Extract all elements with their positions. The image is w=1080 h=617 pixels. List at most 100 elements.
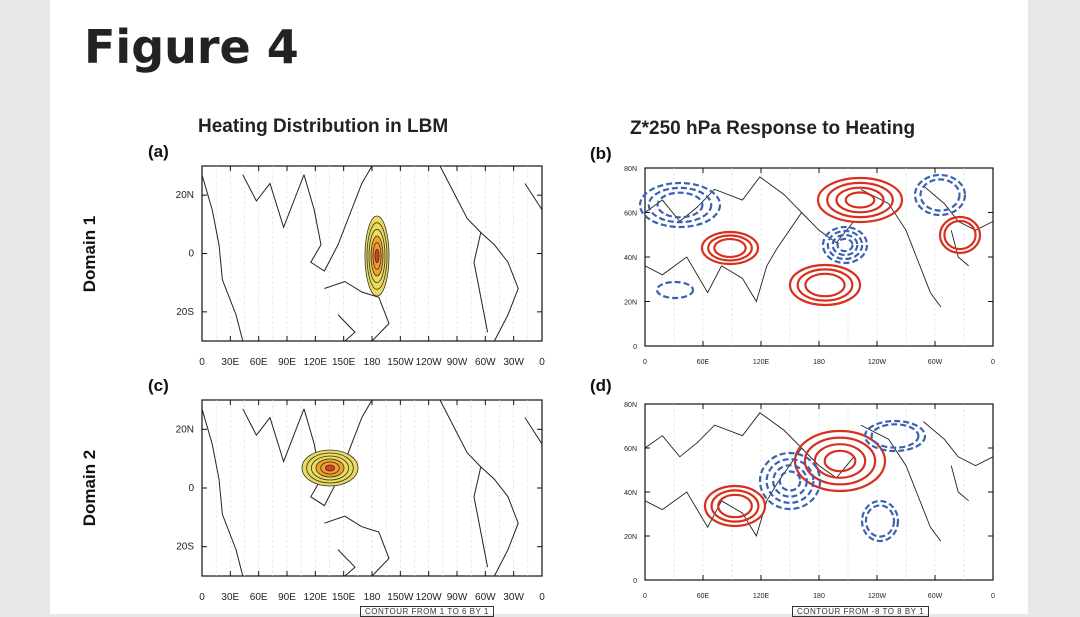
x-tick-label: 0 <box>991 359 995 366</box>
negative-contour <box>758 451 822 511</box>
x-tick-label: 60E <box>697 359 710 366</box>
x-tick-label: 0 <box>199 592 205 603</box>
right-column-title: Z*250 hPa Response to Heating <box>630 118 916 139</box>
heating-contour <box>374 248 380 264</box>
positive-contour <box>793 429 887 493</box>
positive-contour <box>844 191 876 209</box>
negative-contour <box>826 229 864 261</box>
y-tick-label: 20S <box>176 307 194 318</box>
panel-c-heating-map: 0 30E 60E 90E 120E 150E 180 150W 120W 90W 60W 30W 0 2… <box>176 399 545 603</box>
x-tick-label: 60W <box>475 592 496 603</box>
coastline <box>950 465 969 502</box>
coastline <box>801 447 855 479</box>
y-tick-label: 40N <box>624 255 637 262</box>
x-tick-label: 120W <box>416 592 443 603</box>
panel-b-response-map: 0 60E 120E 180 120W 60W 0 80N 60N 40N 20N 0 <box>624 166 995 366</box>
negative-contour <box>831 233 859 257</box>
x-tick-label: 60E <box>697 593 710 600</box>
coastline <box>439 165 482 233</box>
panel-label-c: (c) <box>148 376 169 395</box>
y-tick-label: 20N <box>176 424 194 435</box>
negative-contour <box>860 499 900 543</box>
panel-label-b: (b) <box>590 144 612 163</box>
coastline <box>524 417 543 445</box>
positive-contour <box>707 234 753 262</box>
coastline <box>473 232 489 333</box>
coastline <box>337 314 356 342</box>
negative-contour <box>863 419 927 453</box>
x-tick-label: 120E <box>304 357 328 368</box>
x-tick-label: 0 <box>199 357 205 368</box>
x-tick-label: 0 <box>643 593 647 600</box>
y-tick-label: 80N <box>624 166 637 173</box>
y-tick-label: 0 <box>188 249 194 260</box>
positive-contour <box>796 268 854 302</box>
coastline <box>473 466 489 568</box>
coastline <box>201 408 244 577</box>
left-column-title: Heating Distribution in LBM <box>198 116 449 137</box>
x-tick-label: 120E <box>753 359 770 366</box>
panel-a-heating-map: 0 30E 60E 90E 120E 150E 180 150W 120W 90W 60W 30W 0 2… <box>176 165 545 368</box>
x-tick-label: 30W <box>503 357 524 368</box>
x-tick-label: 60E <box>250 357 268 368</box>
negative-contour <box>655 280 695 300</box>
x-tick-label: 150W <box>387 357 414 368</box>
figure-title: Figure 4 <box>84 20 299 74</box>
x-tick-label: 60E <box>250 592 268 603</box>
coastline <box>801 212 855 244</box>
y-tick-label: 20S <box>176 542 194 553</box>
negative-contour <box>638 181 722 229</box>
coastline <box>439 399 482 468</box>
x-tick-label: 150W <box>387 592 414 603</box>
y-tick-label: 60N <box>624 446 637 453</box>
x-tick-label: 180 <box>364 592 381 603</box>
x-tick-label: 60W <box>475 357 496 368</box>
x-tick-label: 120W <box>416 357 443 368</box>
coastline <box>242 408 305 464</box>
positive-contour <box>816 176 904 224</box>
figure-page: Figure 4 Heating Distribution in LBM Z*2… <box>50 0 1028 617</box>
x-tick-label: 60W <box>928 359 943 366</box>
footnote-c: CONTOUR FROM 1 TO 6 BY 1 <box>360 606 494 617</box>
coastline <box>303 165 373 272</box>
negative-contour <box>765 458 815 504</box>
negative-contour <box>864 504 896 538</box>
x-tick-label: 60W <box>928 593 943 600</box>
x-tick-label: 180 <box>813 593 825 600</box>
y-tick-label: 20N <box>624 534 637 541</box>
negative-contour <box>821 225 869 265</box>
heating-contour <box>324 464 336 472</box>
positive-contour <box>713 237 747 259</box>
positive-contour <box>717 493 753 519</box>
coastline <box>923 421 994 467</box>
x-tick-label: 0 <box>991 593 995 600</box>
coastline <box>201 174 244 342</box>
y-tick-label: 80N <box>624 402 637 409</box>
row-label-domain-2: Domain 2 <box>80 449 99 527</box>
coastline <box>337 549 356 577</box>
footnote-d: CONTOUR FROM -8 TO 8 BY 1 <box>792 606 930 617</box>
positive-contour <box>938 215 982 255</box>
positive-contour <box>703 484 767 528</box>
row-label-domain-1: Domain 1 <box>80 215 99 293</box>
x-tick-label: 0 <box>539 592 545 603</box>
positive-contour <box>788 263 862 307</box>
positive-contour <box>700 230 760 266</box>
positive-contour <box>803 436 877 486</box>
y-tick-label: 20N <box>624 300 637 307</box>
x-tick-label: 180 <box>364 357 381 368</box>
x-tick-label: 150E <box>332 357 356 368</box>
x-tick-label: 30W <box>503 592 524 603</box>
x-tick-label: 0 <box>539 357 545 368</box>
x-tick-label: 120E <box>304 592 328 603</box>
negative-contour <box>772 464 808 498</box>
negative-contour <box>836 237 854 253</box>
x-tick-label: 120E <box>753 593 770 600</box>
negative-contour <box>913 173 967 217</box>
coastline <box>480 232 519 342</box>
positive-contour <box>943 219 977 251</box>
positive-contour <box>823 449 857 473</box>
y-tick-label: 0 <box>633 578 637 585</box>
coastline <box>860 424 942 542</box>
y-tick-label: 60N <box>624 211 637 218</box>
